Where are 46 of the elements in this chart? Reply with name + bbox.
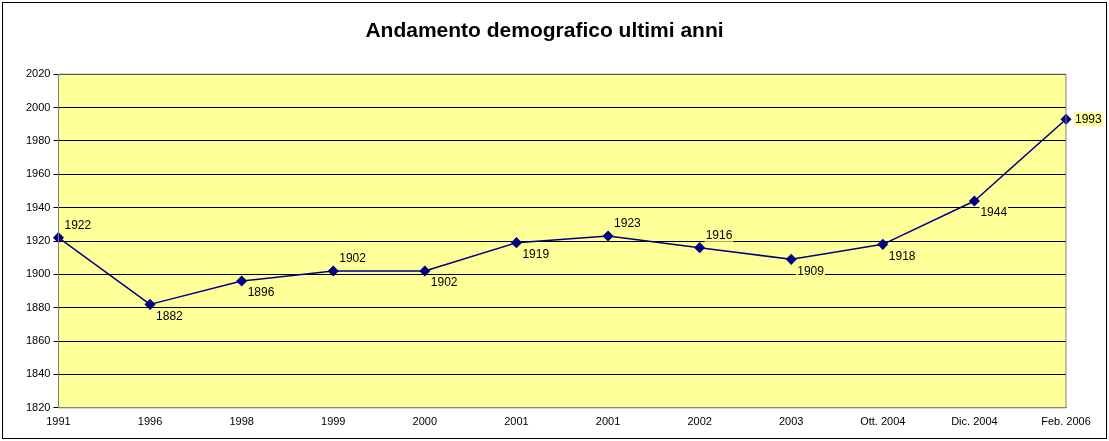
x-tick-label: 2000 — [412, 415, 438, 428]
point — [877, 239, 889, 250]
data-label: 1909 — [797, 263, 825, 278]
y-tick-label: 2000 — [25, 100, 51, 113]
data-label: 1918 — [888, 248, 916, 263]
point — [694, 242, 705, 253]
point — [602, 230, 614, 242]
y-tick-label: 1960 — [25, 167, 51, 180]
x-tick-label: 2002 — [687, 415, 712, 428]
y-tick-label: 1820 — [25, 400, 51, 413]
x-tick-label: Ott. 2004 — [860, 415, 906, 428]
data-label: 1902 — [430, 275, 458, 290]
x-tick-label: 2001 — [504, 415, 529, 428]
data-label: 1944 — [980, 205, 1008, 220]
y-tick-label: 1940 — [25, 200, 51, 213]
point — [144, 299, 156, 310]
point — [236, 275, 247, 287]
x-tick-label: 1996 — [137, 415, 163, 428]
y-tick-label: 1900 — [25, 267, 51, 280]
point — [511, 237, 522, 248]
data-label: 1916 — [705, 227, 733, 242]
data-label: 1922 — [64, 217, 92, 232]
data-label: 1882 — [156, 308, 184, 323]
data-label: 1923 — [614, 216, 642, 231]
data-label: 1896 — [247, 285, 275, 300]
point — [328, 265, 339, 277]
x-tick-label: Dic. 2004 — [951, 415, 998, 428]
x-tick-label: 1998 — [229, 415, 254, 428]
data-label: 1919 — [522, 246, 550, 261]
point — [969, 195, 980, 207]
y-tick-label: 1880 — [25, 300, 51, 313]
x-tick-label: 2001 — [595, 415, 621, 428]
data-label: 1902 — [339, 251, 367, 266]
x-tick-label: 1999 — [321, 415, 346, 428]
y-tick-label: 1980 — [25, 133, 51, 146]
y-tick-label: 1840 — [25, 367, 51, 380]
y-tick-label: 1860 — [25, 334, 51, 347]
y-tick-label: 1920 — [25, 234, 51, 247]
y-tick-label: 2020 — [25, 67, 51, 80]
point — [785, 254, 797, 265]
data-label: 1993 — [1075, 111, 1103, 126]
point — [419, 265, 431, 277]
chart-title: Andamento demografico ultimi anni — [365, 18, 724, 42]
x-tick-label: Feb. 2006 — [1041, 415, 1091, 428]
x-tick-label: 2003 — [778, 415, 804, 428]
x-tick-label: 1991 — [46, 415, 71, 428]
